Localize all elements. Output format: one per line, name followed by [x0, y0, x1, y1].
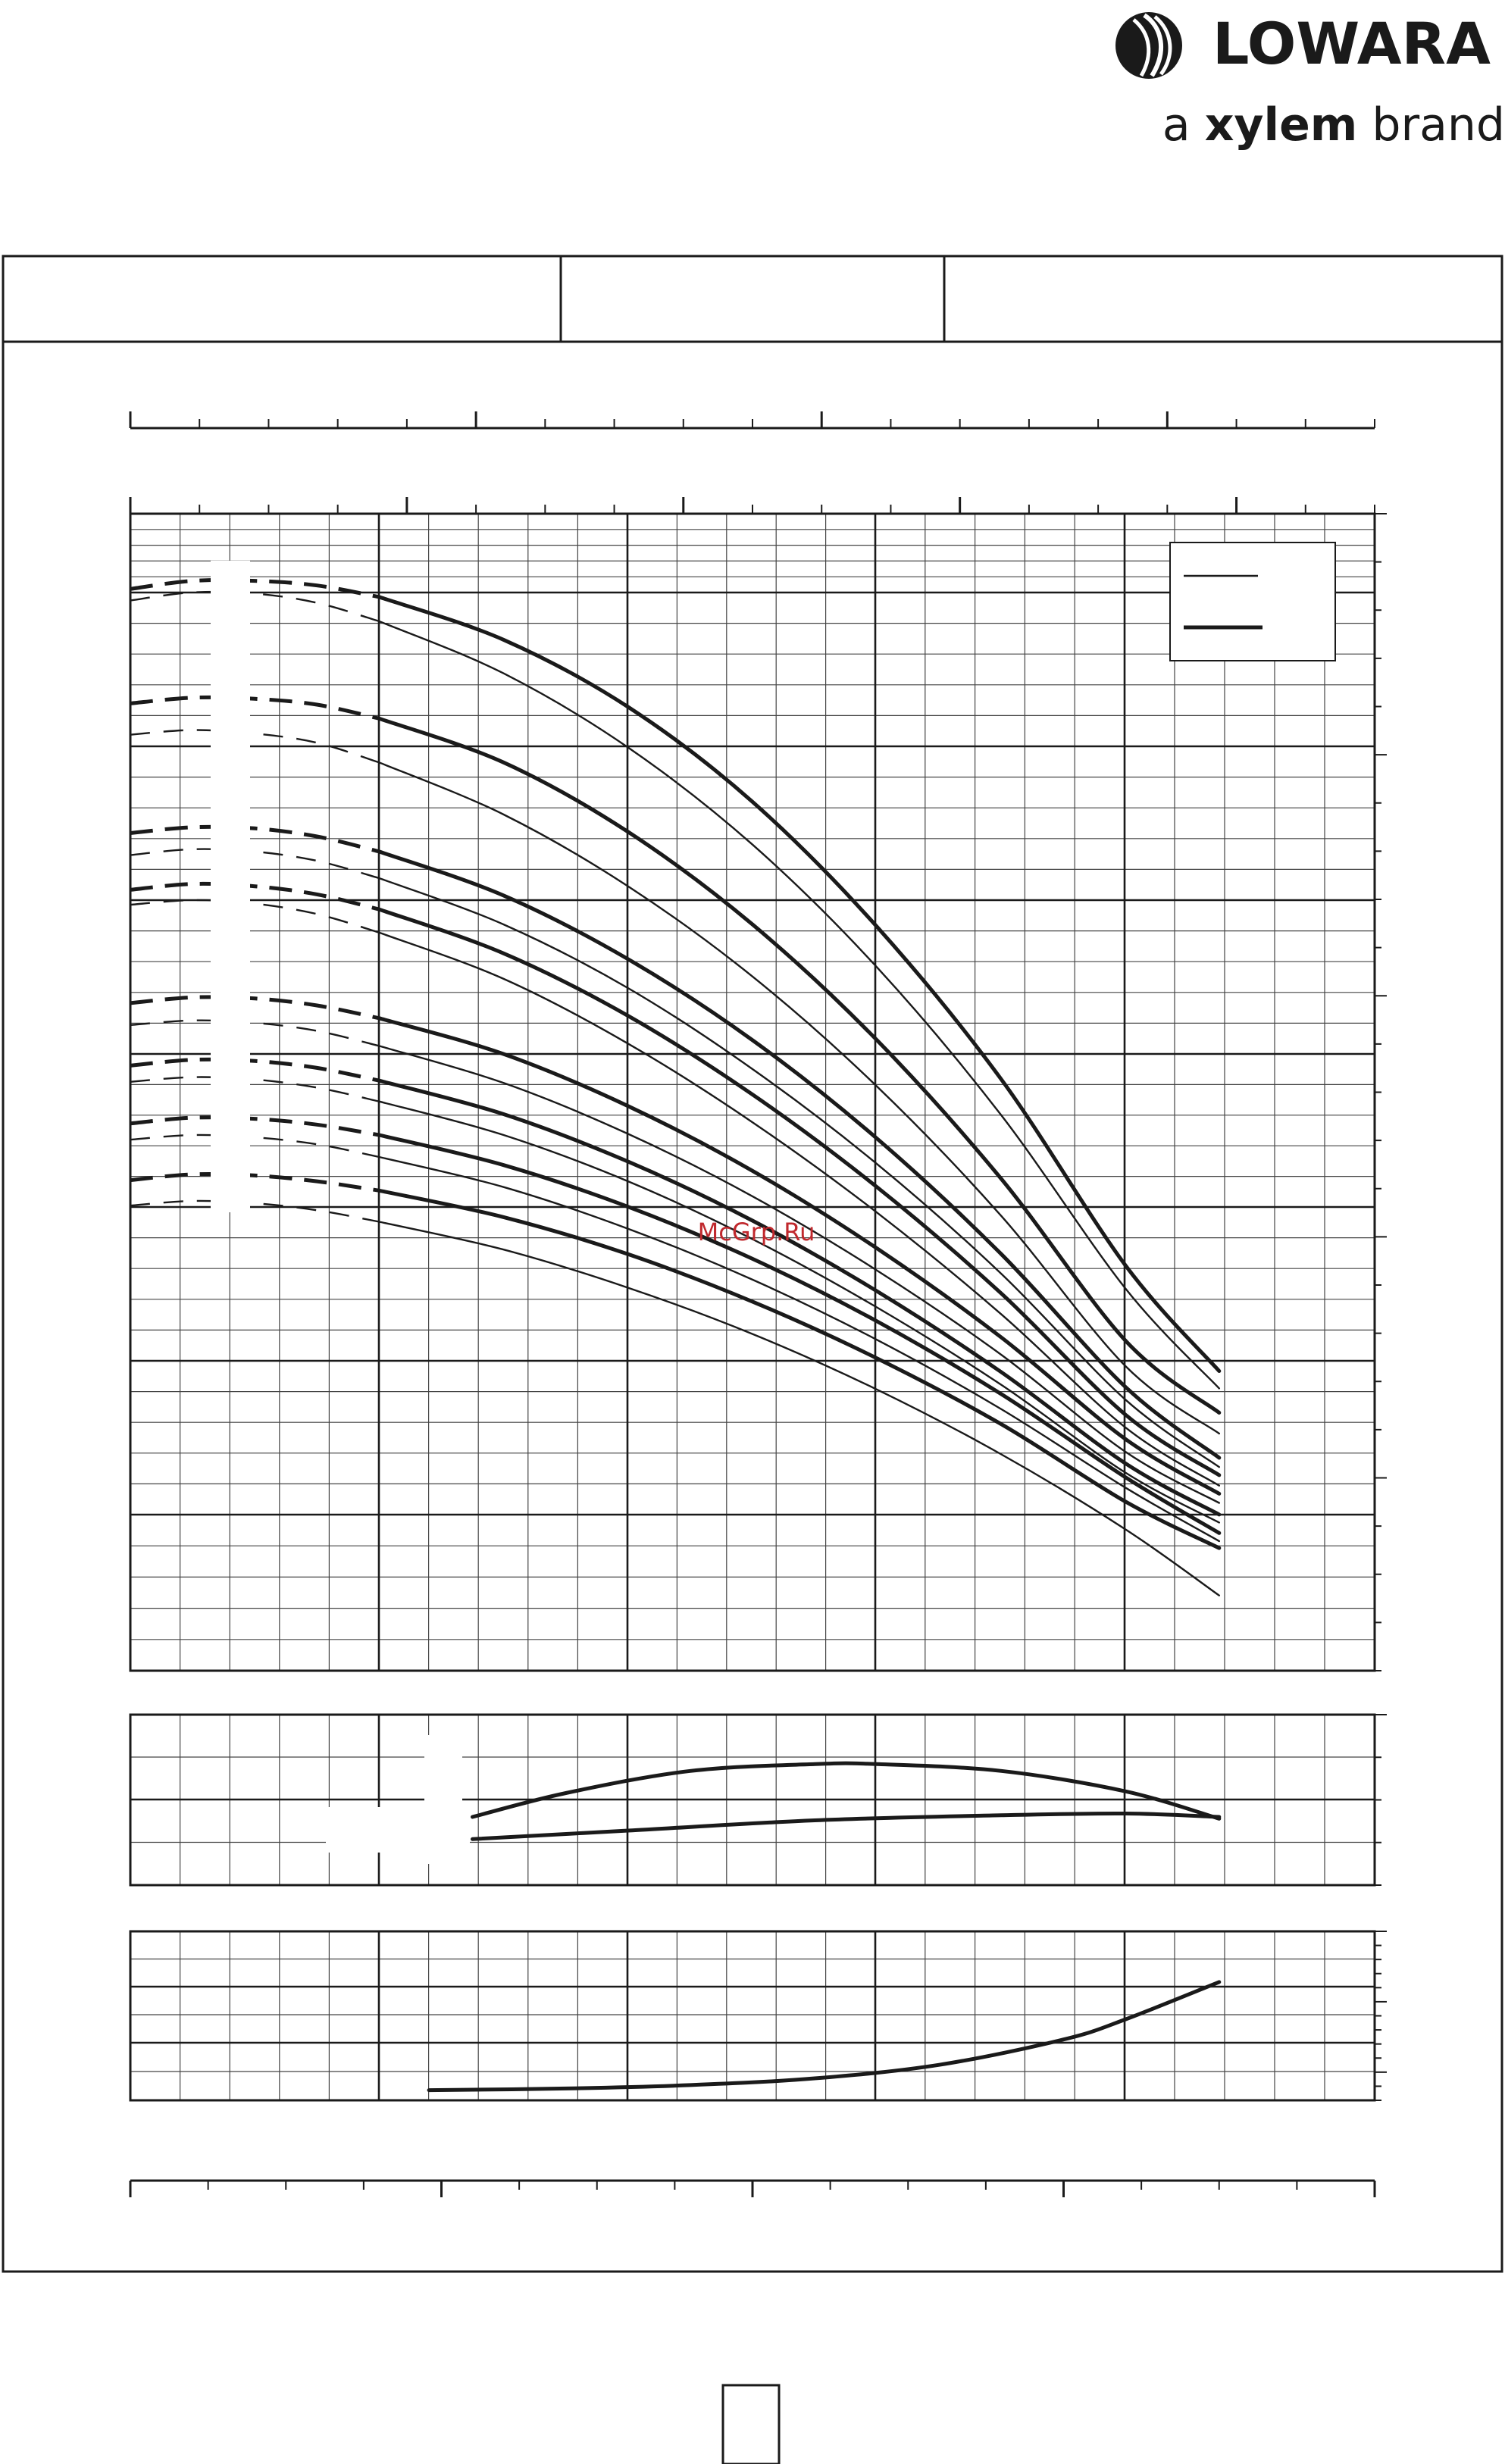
series-2-dashed	[130, 695, 380, 721]
series-0-line	[377, 595, 1222, 1373]
series-12-dashed	[130, 1115, 380, 1137]
lowara-drop-icon	[1115, 12, 1182, 79]
top-scale-ruler-2	[129, 497, 1375, 515]
series-8-dashed	[130, 995, 380, 1021]
npsh-right-ticks	[1375, 1931, 1387, 2101]
series-15-dashed	[130, 1199, 380, 1223]
series-13-line	[378, 1155, 1220, 1543]
series-7-dashed	[130, 899, 380, 933]
efficiency-chart	[129, 1713, 1387, 1887]
series-6-line	[377, 907, 1222, 1477]
efficiency-curves	[326, 1735, 1222, 1864]
brand-tagline: a xylem brand	[1162, 98, 1505, 152]
npsh-grid	[129, 1930, 1376, 2102]
series-2-line	[377, 716, 1222, 1415]
series-10-line	[377, 1078, 1222, 1517]
series-15-line	[378, 1221, 1220, 1596]
npsh-curves	[427, 1980, 1222, 2093]
series-3-line	[378, 761, 1220, 1435]
series-4-dashed	[130, 824, 380, 854]
series-5-dashed	[130, 848, 380, 880]
plot-border	[129, 1930, 1376, 2102]
series-4-line	[377, 849, 1222, 1460]
series-13-dashed	[130, 1134, 380, 1159]
series-11-dashed	[130, 1076, 380, 1102]
series-9-dashed	[130, 1019, 380, 1047]
label-gap	[211, 561, 250, 1212]
series-1-line	[378, 620, 1220, 1390]
sheet-frame	[2, 255, 1503, 2273]
bottom-scale-ruler	[129, 2179, 1376, 2197]
brand-logo: LOWARA a xylem brand	[1115, 10, 1505, 152]
series-0-line	[471, 1761, 1222, 1821]
page-number-box	[721, 2384, 781, 2464]
top-scale-ruler-1	[129, 411, 1375, 430]
series-3-dashed	[130, 729, 380, 764]
head-right-ticks	[1375, 513, 1387, 1671]
series-6-dashed	[130, 881, 380, 911]
series-1-dashed	[130, 590, 380, 623]
series-8-line	[377, 1016, 1222, 1496]
series-0-line	[427, 1980, 1222, 2093]
series-9-line	[378, 1045, 1220, 1504]
head-curves	[130, 561, 1222, 1596]
efficiency-grid	[129, 1713, 1376, 1887]
series-5-line	[378, 877, 1220, 1468]
head-chart	[129, 512, 1387, 1672]
series-12-line	[377, 1133, 1222, 1535]
legend-box	[1169, 542, 1336, 661]
efficiency-right-ticks	[1375, 1714, 1387, 1886]
watermark: McGrp.Ru	[698, 1218, 815, 1246]
npsh-chart	[129, 1930, 1387, 2102]
series-11-line	[378, 1100, 1220, 1524]
series-1-line	[471, 1811, 1222, 1841]
series-10-dashed	[130, 1057, 380, 1083]
brand-name: LOWARA	[1212, 10, 1491, 77]
series-14-dashed	[130, 1171, 380, 1193]
series-7-line	[378, 931, 1220, 1487]
label-gap	[326, 1807, 470, 1853]
series-0-dashed	[130, 578, 380, 599]
series-14-line	[377, 1188, 1222, 1550]
